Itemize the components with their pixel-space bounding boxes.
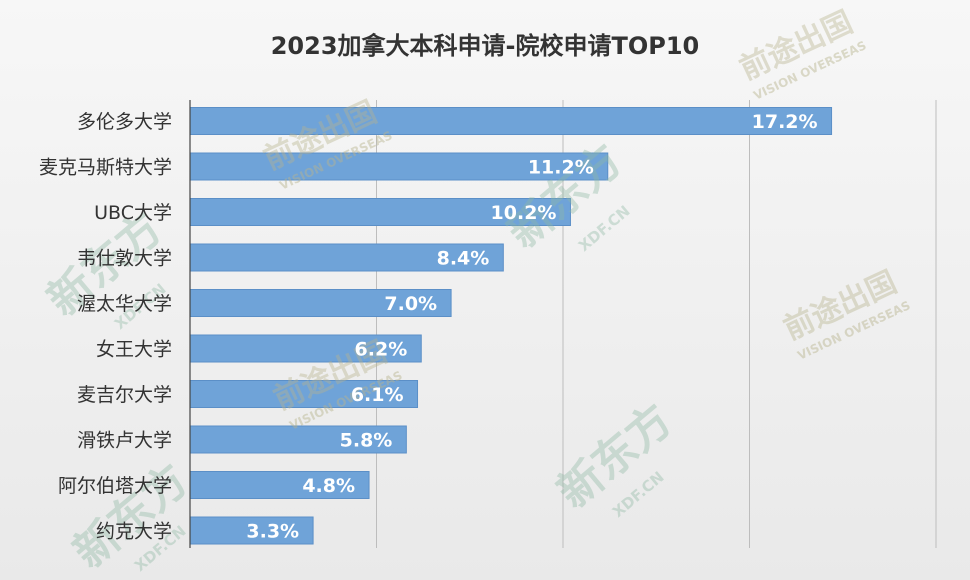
category-label: 滑铁卢大学 bbox=[77, 430, 172, 452]
category-label: 约克大学 bbox=[96, 521, 172, 543]
data-label: 5.8% bbox=[340, 430, 393, 452]
data-label: 4.8% bbox=[302, 475, 355, 497]
chart-title: 2023加拿大本科申请-院校申请TOP10 bbox=[271, 32, 700, 60]
category-label: 多伦多大学 bbox=[77, 111, 172, 133]
data-label: 6.1% bbox=[351, 384, 404, 406]
category-label: 阿尔伯塔大学 bbox=[58, 475, 172, 497]
bar-8 bbox=[189, 471, 370, 499]
data-label: 3.3% bbox=[246, 521, 299, 543]
bar-3 bbox=[189, 243, 504, 272]
category-label: 麦克马斯特大学 bbox=[39, 157, 172, 179]
category-label: 韦仕敦大学 bbox=[77, 248, 172, 270]
category-label: 麦吉尔大学 bbox=[77, 384, 172, 406]
category-label: 女王大学 bbox=[96, 339, 172, 361]
bar-2 bbox=[189, 198, 571, 226]
bar-1 bbox=[189, 152, 609, 181]
bar-7 bbox=[189, 425, 407, 454]
category-label: 渥太华大学 bbox=[77, 293, 172, 315]
data-label: 6.2% bbox=[355, 339, 408, 361]
data-label: 8.4% bbox=[437, 248, 490, 270]
category-label: UBC大学 bbox=[94, 202, 172, 224]
bar-9 bbox=[189, 516, 314, 545]
data-label: 11.2% bbox=[528, 157, 594, 179]
bar-0 bbox=[189, 107, 833, 135]
data-label: 10.2% bbox=[491, 202, 557, 224]
bars bbox=[189, 107, 833, 545]
watermark-brand-cn: 新东方 bbox=[548, 395, 682, 519]
data-label: 17.2% bbox=[752, 111, 818, 133]
data-label: 7.0% bbox=[384, 293, 437, 315]
labels: 多伦多大学 17.2% 麦克马斯特大学 11.2% UBC大学 10.2% 韦仕敦大学 8.4… bbox=[39, 100, 818, 548]
